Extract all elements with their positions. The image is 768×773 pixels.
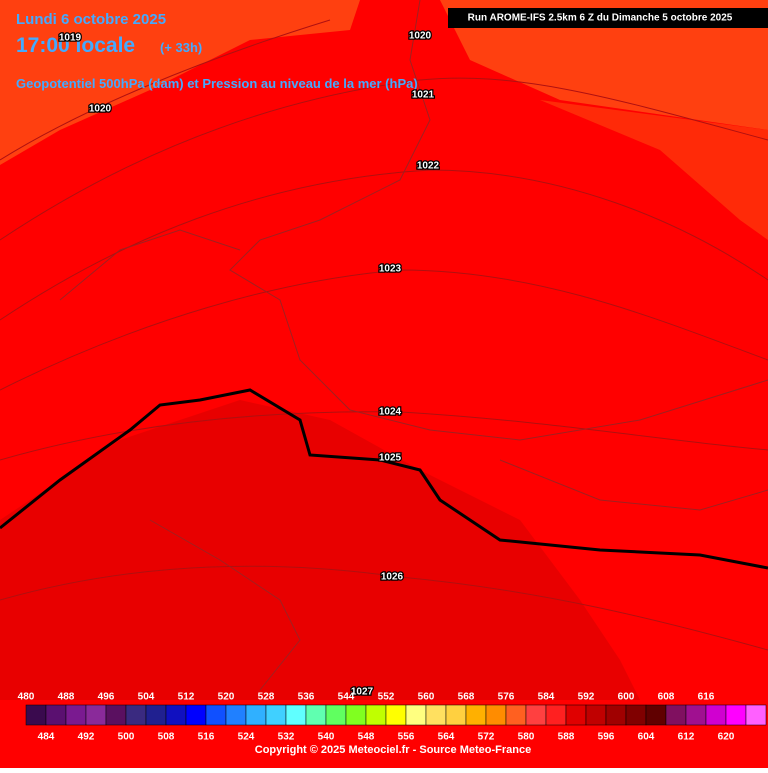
isobar-label: 1024 xyxy=(379,407,402,418)
borders xyxy=(59,0,768,691)
isobar-label: 1023 xyxy=(379,264,402,275)
legend-swatch xyxy=(385,704,407,726)
isobar-label: 1027 xyxy=(351,687,374,698)
legend-label: 496 xyxy=(98,692,115,703)
isobar-label: 1026 xyxy=(381,572,404,583)
legend-swatch xyxy=(285,704,307,726)
legend-label: 612 xyxy=(678,732,695,743)
legend-label: 576 xyxy=(498,692,515,703)
isobar-label: 1020 xyxy=(409,31,432,42)
legend-swatch xyxy=(125,704,147,726)
legend-swatch xyxy=(405,704,427,726)
legend-label: 480 xyxy=(18,692,35,703)
legend-label: 516 xyxy=(198,732,215,743)
legend-swatch xyxy=(445,704,467,726)
legend-swatch xyxy=(325,704,347,726)
legend-label: 520 xyxy=(218,692,235,703)
legend-swatch xyxy=(185,704,207,726)
legend-swatch xyxy=(305,704,327,726)
legend-swatch xyxy=(705,704,727,726)
legend-label: 540 xyxy=(318,732,335,743)
zone-dark-red xyxy=(0,400,640,700)
legend-swatch xyxy=(585,704,607,726)
isobar-label: 1019 xyxy=(59,33,82,44)
isobar-label: 1020 xyxy=(89,104,112,115)
copyright: Copyright © 2025 Meteociel.fr - Source M… xyxy=(255,744,531,756)
legend-label: 596 xyxy=(598,732,615,743)
legend-swatch xyxy=(625,704,647,726)
legend-label: 512 xyxy=(178,692,195,703)
legend-swatch xyxy=(665,704,687,726)
legend-swatch xyxy=(365,704,387,726)
isobar-label: 1022 xyxy=(417,161,440,172)
legend-swatch xyxy=(265,704,287,726)
legend-swatch xyxy=(425,704,447,726)
isobar-label: 1025 xyxy=(379,453,402,464)
legend-swatch xyxy=(545,704,567,726)
subtitle: Geopotentiel 500hPa (dam) et Pression au… xyxy=(16,76,418,91)
legend-swatch xyxy=(105,704,127,726)
legend-swatch xyxy=(65,704,87,726)
legend-swatch xyxy=(165,704,187,726)
zone-orange xyxy=(0,0,360,165)
run-info: Run AROME-IFS 2.5km 6 Z du Dimanche 5 oc… xyxy=(468,13,733,24)
zone-orange xyxy=(0,0,768,130)
legend-label: 504 xyxy=(138,692,155,703)
legend-label: 528 xyxy=(258,692,275,703)
legend-label: 588 xyxy=(558,732,575,743)
legend-label: 492 xyxy=(78,732,95,743)
legend-label: 572 xyxy=(478,732,495,743)
legend-label: 500 xyxy=(118,732,135,743)
legend-label: 536 xyxy=(298,692,315,703)
legend-swatch xyxy=(345,704,367,726)
legend-label: 616 xyxy=(698,692,715,703)
date: Lundi 6 octobre 2025 xyxy=(16,11,166,28)
legend-swatch xyxy=(85,704,107,726)
legend-label: 552 xyxy=(378,692,395,703)
legend-label: 608 xyxy=(658,692,675,703)
legend-swatch xyxy=(205,704,227,726)
legend-swatch xyxy=(25,704,47,726)
legend-swatch xyxy=(565,704,587,726)
legend-swatch xyxy=(485,704,507,726)
legend-swatch xyxy=(725,704,747,726)
legend-swatch xyxy=(685,704,707,726)
legend-label: 584 xyxy=(538,692,555,703)
legend-label: 556 xyxy=(398,732,415,743)
legend-label: 544 xyxy=(338,692,355,703)
time: 17:00 locale xyxy=(16,34,135,57)
border-line xyxy=(0,388,768,570)
legend-label: 592 xyxy=(578,692,595,703)
legend-label: 524 xyxy=(238,732,255,743)
legend-swatch xyxy=(745,704,767,726)
legend-label: 508 xyxy=(158,732,175,743)
legend-swatch xyxy=(525,704,547,726)
legend-swatch xyxy=(505,704,527,726)
run-box xyxy=(448,8,768,28)
legend-swatch xyxy=(465,704,487,726)
legend-swatch xyxy=(245,704,267,726)
legend-swatch xyxy=(605,704,627,726)
legend-label: 560 xyxy=(418,692,435,703)
legend-label: 620 xyxy=(718,732,735,743)
isobar-label: 1021 xyxy=(412,90,435,101)
legend-label: 548 xyxy=(358,732,375,743)
legend-label: 484 xyxy=(38,732,55,743)
legend-label: 604 xyxy=(638,732,655,743)
legend-label: 600 xyxy=(618,692,635,703)
legend-swatch xyxy=(145,704,167,726)
legend-label: 580 xyxy=(518,732,535,743)
legend-swatch xyxy=(645,704,667,726)
legend-label: 568 xyxy=(458,692,475,703)
legend-label: 564 xyxy=(438,732,455,743)
legend-swatch xyxy=(225,704,247,726)
offset: (+ 33h) xyxy=(160,40,202,55)
zone-orange-light xyxy=(540,100,768,240)
legend-swatch xyxy=(45,704,67,726)
legend-label: 488 xyxy=(58,692,75,703)
legend-label: 532 xyxy=(278,732,295,743)
